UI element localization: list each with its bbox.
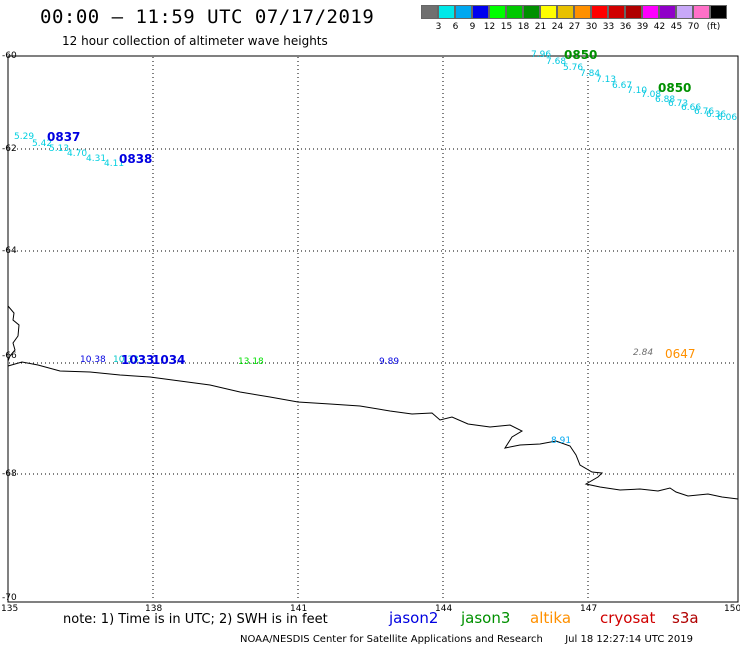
legend-label: 36 — [619, 22, 632, 32]
legend-label: 45 — [670, 22, 683, 32]
legend-swatch — [693, 5, 710, 19]
legend-label: 3 — [435, 22, 442, 32]
wave-value: 7.68 — [546, 57, 567, 67]
pass-time: 0838 — [119, 152, 153, 166]
satellite-altika: altika — [530, 609, 572, 627]
legend-label: 18 — [517, 22, 530, 32]
legend-label: 15 — [500, 22, 513, 32]
lon-label: 141 — [290, 604, 308, 614]
legend-swatch — [574, 5, 591, 19]
wave-value: 10.38 — [80, 355, 106, 365]
lon-label: 135 — [1, 604, 19, 614]
wave-value: 7.84 — [580, 69, 601, 79]
lat-label: -68 — [2, 469, 17, 479]
wave-value: 6.36 — [706, 110, 727, 120]
wave-value: 7.13 — [596, 75, 617, 85]
legend-label: 30 — [585, 22, 598, 32]
legend-label: (ft) — [706, 22, 721, 32]
legend-swatch — [421, 5, 438, 19]
map-subtitle: 12 hour collection of altimeter wave hei… — [62, 34, 328, 48]
legend-swatch — [591, 5, 608, 19]
legend-swatch — [642, 5, 659, 19]
lon-label: 150 — [724, 604, 740, 614]
wave-value: 4.11 — [104, 159, 125, 169]
pass-time: 0647 — [665, 347, 696, 361]
satellite-s3a: s3a — [672, 609, 699, 627]
pass-time: 1033 — [121, 353, 155, 367]
pass-time: 0850 — [564, 48, 598, 62]
legend-label: 27 — [568, 22, 581, 32]
legend-label: 42 — [653, 22, 666, 32]
lat-label: -70 — [2, 593, 17, 603]
lat-label: -66 — [2, 351, 17, 361]
credit-org: NOAA/NESDIS Center for Satellite Applica… — [240, 634, 543, 645]
lat-label: -62 — [2, 144, 17, 154]
satellite-jason3: jason3 — [461, 609, 511, 627]
legend-swatch — [455, 5, 472, 19]
legend-label: 24 — [551, 22, 564, 32]
wave-value: 6.88 — [655, 95, 676, 105]
lat-label: -60 — [2, 51, 17, 61]
footnote: note: 1) Time is in UTC; 2) SWH is in fe… — [63, 612, 328, 627]
legend-swatch — [540, 5, 557, 19]
legend-swatch — [676, 5, 693, 19]
graticule — [9, 57, 737, 601]
wave-value: 6.76 — [694, 107, 715, 117]
wave-value: 4.70 — [67, 149, 88, 159]
legend-label: 21 — [534, 22, 547, 32]
legend-label: 39 — [636, 22, 649, 32]
lon-label: 144 — [435, 604, 453, 614]
wave-value: 2.84 — [633, 348, 654, 358]
legend-swatch — [523, 5, 540, 19]
legend-swatch — [472, 5, 489, 19]
legend-label: 70 — [687, 22, 700, 32]
legend-label: 12 — [483, 22, 496, 32]
wave-value: 5.29 — [14, 132, 35, 142]
legend-label: 6 — [452, 22, 459, 32]
wave-value: 5.42 — [32, 139, 53, 149]
wave-value: 5.76 — [563, 63, 584, 73]
lon-label: 147 — [580, 604, 598, 614]
wave-value: 6.06 — [717, 113, 738, 123]
coastline — [7, 305, 739, 500]
map-frame — [7, 55, 739, 603]
wave-value: 7.96 — [531, 50, 552, 60]
legend-swatch — [506, 5, 523, 19]
wave-value: 8.91 — [551, 436, 572, 446]
pass-time: 0850 — [658, 81, 692, 95]
wave-value: 9.89 — [379, 357, 400, 367]
legend-swatch — [489, 5, 506, 19]
legend-swatch — [710, 5, 727, 19]
legend-swatch — [438, 5, 455, 19]
wave-value: 5.13 — [49, 144, 70, 154]
legend-swatch — [608, 5, 625, 19]
credit-line: NOAA/NESDIS Center for Satellite Applica… — [240, 634, 693, 645]
wave-value: 6.66 — [681, 103, 702, 113]
lon-label: 138 — [145, 604, 163, 614]
wave-value: 7.10 — [627, 86, 648, 96]
generated-timestamp: Jul 18 12:27:14 UTC 2019 — [565, 634, 693, 645]
pass-time: 1034 — [152, 353, 186, 367]
wave-value: 6.67 — [612, 81, 633, 91]
wave-value: 13.18 — [238, 357, 264, 367]
legend-swatch — [557, 5, 574, 19]
wave-value: 10.33 — [113, 355, 139, 365]
legend-label: 9 — [469, 22, 476, 32]
legend-swatch — [625, 5, 642, 19]
wave-value: 6.73 — [668, 99, 689, 109]
satellite-jason2: jason2 — [389, 609, 439, 627]
legend-swatch — [659, 5, 676, 19]
wave-value: 4.31 — [86, 154, 107, 164]
lat-label: -64 — [2, 246, 17, 256]
legend-label: 33 — [602, 22, 615, 32]
satellite-cryosat: cryosat — [600, 609, 656, 627]
map-title: 00:00 – 11:59 UTC 07/17/2019 — [40, 6, 375, 28]
wave-value: 7.08 — [641, 90, 662, 100]
pass-time: 0837 — [47, 130, 81, 144]
